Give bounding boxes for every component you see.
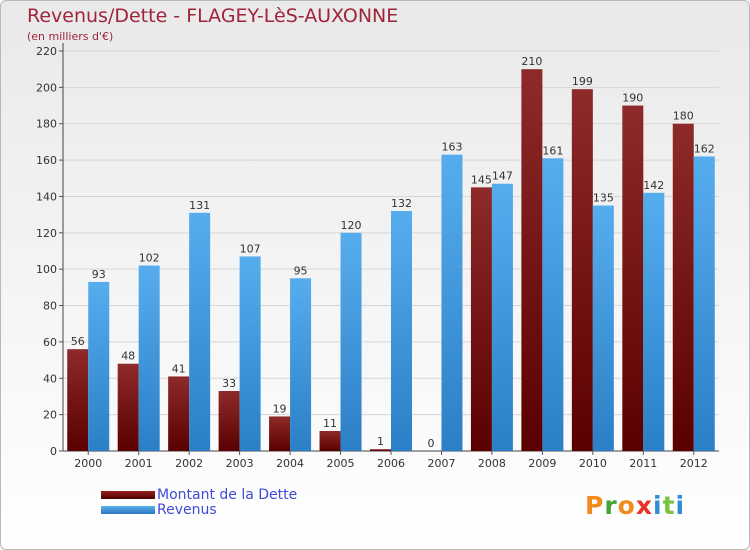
- x-tick-label: 2006: [377, 457, 405, 470]
- bar-dette: [521, 69, 543, 451]
- legend-label-revenus: Revenus: [157, 501, 217, 518]
- data-label-revenus: 135: [593, 192, 614, 205]
- data-label-dette: 41: [172, 362, 186, 375]
- data-label-revenus: 95: [294, 264, 308, 277]
- x-tick-label: 2007: [427, 457, 455, 470]
- y-tick-label: 40: [43, 372, 57, 385]
- bar-revenus: [239, 256, 261, 451]
- data-label-dette: 11: [323, 417, 337, 430]
- data-label-revenus: 163: [441, 141, 462, 154]
- y-tick-label: 180: [36, 118, 57, 131]
- x-tick-label: 2000: [74, 457, 102, 470]
- x-tick-label: 2011: [629, 457, 657, 470]
- data-label-revenus: 93: [92, 268, 106, 281]
- logo-letter: o: [617, 491, 636, 520]
- data-label-revenus: 132: [391, 197, 412, 210]
- data-label-revenus: 131: [189, 199, 210, 212]
- bar-revenus: [643, 192, 665, 451]
- bar-dette: [319, 431, 341, 451]
- legend-item-revenus: Revenus: [101, 502, 297, 517]
- y-tick-label: 20: [43, 409, 57, 422]
- y-tick-label: 200: [36, 81, 57, 94]
- data-label-revenus: 102: [139, 252, 160, 265]
- bar-dette: [672, 123, 694, 452]
- logo-letter: i: [675, 491, 686, 520]
- bar-dette: [622, 105, 644, 451]
- logo-letter: i: [653, 491, 663, 520]
- bar-revenus: [88, 281, 110, 451]
- bar-revenus: [290, 278, 312, 451]
- bar-revenus: [340, 232, 362, 451]
- legend: Montant de la Dette Revenus: [101, 487, 297, 517]
- data-label-dette: 180: [673, 110, 694, 123]
- y-tick-label: 220: [36, 45, 57, 58]
- data-label-revenus: 120: [341, 219, 362, 232]
- y-tick-label: 80: [43, 300, 57, 313]
- x-tick-label: 2009: [528, 457, 556, 470]
- bar-dette: [168, 376, 190, 451]
- x-tick-label: 2012: [680, 457, 708, 470]
- bar-dette: [470, 187, 492, 451]
- data-label-dette: 145: [471, 173, 492, 186]
- logo-letter: t: [662, 491, 676, 520]
- bar-revenus: [189, 212, 211, 451]
- y-tick-label: 160: [36, 154, 57, 167]
- y-tick-label: 140: [36, 190, 57, 203]
- logo-letter: x: [635, 491, 653, 520]
- y-tick-label: 100: [36, 263, 57, 276]
- legend-item-dette: Montant de la Dette: [101, 487, 297, 502]
- bar-revenus: [441, 154, 463, 452]
- bar-dette: [117, 363, 139, 451]
- bar-revenus: [491, 183, 513, 451]
- bar-revenus: [693, 156, 715, 452]
- data-label-dette: 56: [71, 335, 85, 348]
- data-label-revenus: 162: [694, 142, 715, 155]
- data-label-dette: 48: [121, 350, 135, 363]
- bar-revenus: [391, 211, 412, 451]
- legend-label-dette: Montant de la Dette: [157, 486, 298, 503]
- chart-title: Revenus/Dette - FLAGEY-LèS-AUXONNE: [27, 5, 399, 27]
- bar-revenus: [592, 205, 614, 451]
- logo-letter: r: [604, 491, 618, 520]
- bar-revenus: [542, 158, 564, 452]
- y-tick-label: 60: [43, 336, 57, 349]
- logo-letter: P: [585, 491, 605, 520]
- data-label-dette: 199: [572, 75, 593, 88]
- y-tick-label: 120: [36, 227, 57, 240]
- data-label-revenus: 161: [542, 144, 563, 157]
- data-label-dette: 33: [222, 377, 236, 390]
- x-tick-label: 2008: [478, 457, 506, 470]
- proxiti-logo: Proxiti: [585, 491, 685, 520]
- x-tick-label: 2004: [276, 457, 304, 470]
- x-tick-label: 2010: [579, 457, 607, 470]
- data-label-dette: 0: [427, 437, 434, 450]
- x-tick-label: 2002: [175, 457, 203, 470]
- bar-dette: [269, 416, 291, 451]
- data-label-revenus: 142: [643, 179, 664, 192]
- data-label-revenus: 107: [240, 242, 261, 255]
- x-tick-label: 2005: [327, 457, 355, 470]
- bar-dette: [571, 89, 593, 451]
- bar-revenus: [138, 265, 160, 451]
- data-label-dette: 190: [622, 92, 643, 105]
- y-tick-label: 0: [50, 445, 57, 458]
- x-tick-label: 2003: [226, 457, 254, 470]
- bar-dette: [370, 449, 391, 451]
- bar-dette: [218, 391, 240, 451]
- data-label-dette: 210: [521, 55, 542, 68]
- legend-swatch-revenus: [101, 505, 155, 514]
- data-label-dette: 1: [377, 435, 384, 448]
- chart-subtitle: (en milliers d'€): [27, 30, 114, 43]
- data-label-dette: 19: [273, 402, 287, 415]
- x-tick-label: 2001: [125, 457, 153, 470]
- data-label-revenus: 147: [492, 170, 513, 183]
- legend-swatch-dette: [101, 490, 155, 499]
- bar-dette: [67, 349, 89, 451]
